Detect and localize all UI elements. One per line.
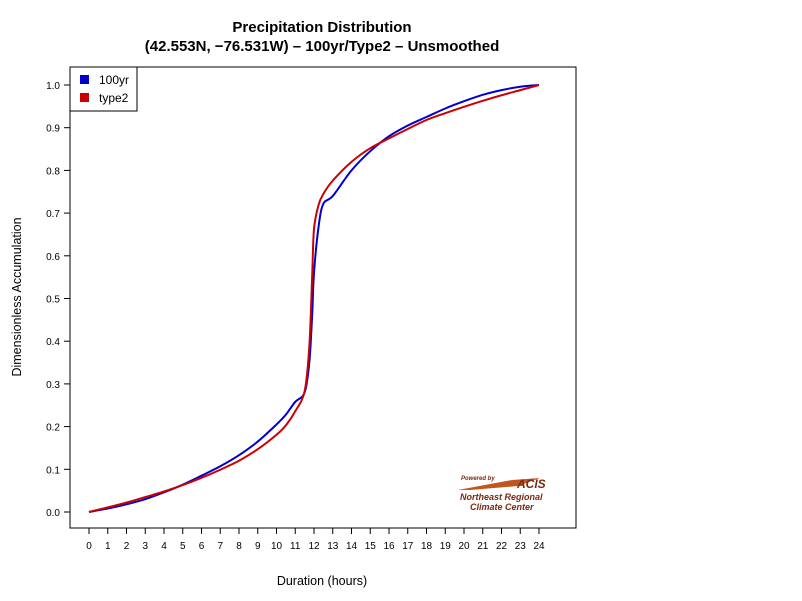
logo-powered-by: Powered by	[461, 476, 495, 482]
x-tick-label: 6	[199, 541, 205, 552]
x-tick-label: 12	[308, 541, 320, 552]
y-tick-label: 0.8	[46, 166, 60, 177]
y-tick-label: 0.6	[46, 252, 60, 263]
x-tick-label: 22	[496, 541, 508, 552]
legend-box	[69, 66, 138, 112]
x-tick-label: 23	[515, 541, 527, 552]
chart-title: Precipitation Distribution	[232, 19, 411, 36]
series-line-100yr	[88, 84, 540, 513]
y-tick-label: 0.4	[46, 337, 60, 348]
logo-swoosh-icon	[458, 478, 540, 490]
acis-logo: Powered by ACIS Northeast Regional Clima…	[458, 476, 546, 512]
x-tick-label: 1	[105, 541, 111, 552]
x-tick-label: 4	[161, 541, 167, 552]
y-tick-label: 0.5	[46, 295, 60, 306]
legend: 100yr type2	[69, 66, 138, 112]
x-axis-label: Duration (hours)	[277, 574, 367, 588]
series-line-type2	[88, 84, 540, 513]
y-tick-label: 0.0	[46, 508, 60, 519]
y-tick-label: 0.7	[46, 209, 60, 220]
y-tick-label: 1.0	[46, 81, 60, 92]
x-tick-label: 7	[217, 541, 223, 552]
y-tick-label: 0.2	[46, 423, 60, 434]
x-tick-label: 8	[236, 541, 242, 552]
x-axis: 0 1 2 3 4 5 6 7 8 9 10 11 12 13 14 15 16 17 18 19 20 21 22 23 24	[86, 528, 545, 552]
x-tick-label: 17	[402, 541, 414, 552]
y-tick-label: 0.9	[46, 124, 60, 135]
y-tick-label: 0.1	[46, 465, 60, 476]
x-tick-label: 15	[365, 541, 377, 552]
x-tick-label: 18	[421, 541, 433, 552]
x-tick-label: 5	[180, 541, 186, 552]
y-tick-label: 0.3	[46, 380, 60, 391]
y-axis: 0.0 0.1 0.2 0.3 0.4 0.5 0.6 0.7 0.8 0.9 1.0	[46, 81, 70, 519]
x-tick-label: 2	[124, 541, 130, 552]
x-tick-label: 20	[458, 541, 470, 552]
x-tick-label: 10	[271, 541, 283, 552]
x-tick-label: 0	[86, 541, 92, 552]
x-tick-label: 19	[440, 541, 452, 552]
logo-line-1: Northeast Regional	[460, 492, 543, 502]
x-tick-label: 24	[533, 541, 545, 552]
x-tick-label: 11	[290, 541, 301, 552]
series-group	[88, 84, 540, 513]
x-tick-label: 9	[255, 541, 261, 552]
plot-frame	[69, 66, 577, 529]
x-tick-label: 16	[383, 541, 395, 552]
legend-label-100yr: 100yr	[99, 73, 129, 87]
legend-swatch-100yr	[80, 75, 89, 84]
legend-swatch-type2	[80, 93, 89, 102]
legend-label-type2: type2	[99, 91, 129, 105]
x-tick-label: 21	[477, 541, 489, 552]
logo-acis: ACIS	[516, 477, 546, 491]
logo-line-2: Climate Center	[470, 502, 534, 512]
y-axis-label: Dimensionless Accumulation	[10, 217, 24, 376]
x-tick-label: 14	[346, 541, 358, 552]
chart-subtitle: (42.553N, −76.531W) – 100yr/Type2 – Unsm…	[145, 38, 499, 55]
x-tick-label: 13	[327, 541, 339, 552]
x-tick-label: 3	[142, 541, 148, 552]
